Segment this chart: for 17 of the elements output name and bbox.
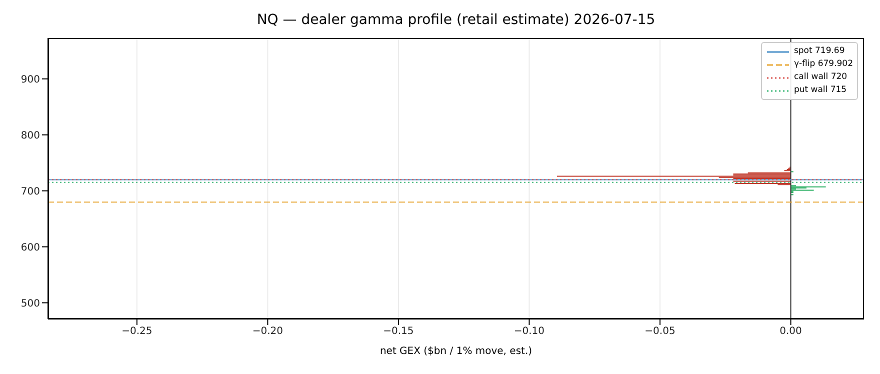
- y-tick-label: 600: [20, 242, 40, 254]
- x-tick-label: −0.20: [252, 326, 284, 338]
- legend-label: put wall 715: [794, 84, 847, 97]
- legend-label: call wall 720: [794, 71, 848, 84]
- x-axis-title: net GEX ($bn / 1% move, est.): [378, 346, 534, 357]
- x-tick-label: −0.15: [383, 326, 414, 338]
- y-tick-label: 500: [20, 298, 40, 310]
- y-tick-label: 900: [20, 74, 40, 86]
- legend-label: spot 719.69: [794, 45, 845, 58]
- x-tick-label: −0.05: [644, 326, 676, 338]
- y-tick-label: 700: [20, 186, 40, 198]
- chart-title: NQ — dealer gamma profile (retail estimate) 2026-07-15: [256, 12, 656, 28]
- x-tick-label: 0.00: [780, 326, 802, 338]
- legend-label: γ-flip 679.902: [794, 58, 853, 71]
- x-tick-label: −0.25: [122, 326, 152, 338]
- x-tick-label: −0.10: [514, 326, 545, 338]
- y-tick-label: 800: [20, 130, 40, 142]
